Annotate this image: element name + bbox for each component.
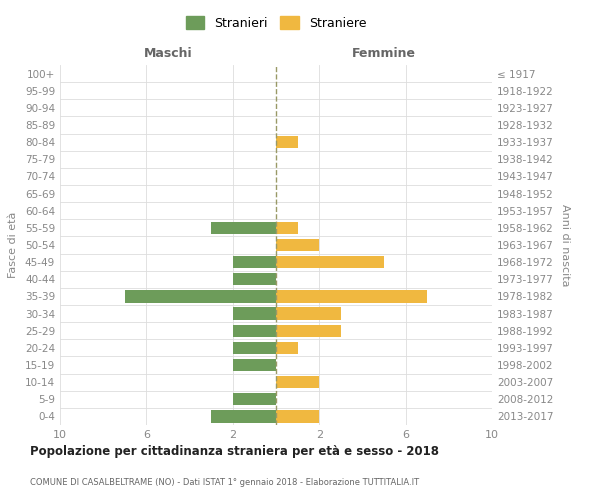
Bar [211, 222, 276, 234]
Text: Femmine: Femmine [352, 47, 416, 60]
Bar [233, 308, 276, 320]
Y-axis label: Anni di nascita: Anni di nascita [560, 204, 570, 286]
Text: Popolazione per cittadinanza straniera per età e sesso - 2018: Popolazione per cittadinanza straniera p… [30, 445, 439, 458]
Bar [276, 308, 341, 320]
Bar [125, 290, 276, 302]
Bar [233, 342, 276, 354]
Bar [233, 359, 276, 371]
Bar [233, 273, 276, 285]
Bar [276, 342, 298, 354]
Bar [276, 222, 298, 234]
Bar [276, 136, 298, 148]
Bar [276, 410, 319, 422]
Y-axis label: Fasce di età: Fasce di età [8, 212, 18, 278]
Bar [233, 256, 276, 268]
Bar [211, 410, 276, 422]
Text: COMUNE DI CASALBELTRAME (NO) - Dati ISTAT 1° gennaio 2018 - Elaborazione TUTTITA: COMUNE DI CASALBELTRAME (NO) - Dati ISTA… [30, 478, 419, 487]
Bar [233, 393, 276, 406]
Bar [276, 376, 319, 388]
Text: Maschi: Maschi [143, 47, 193, 60]
Bar [276, 239, 319, 251]
Bar [276, 290, 427, 302]
Bar [276, 256, 384, 268]
Legend: Stranieri, Straniere: Stranieri, Straniere [181, 11, 371, 35]
Bar [276, 324, 341, 337]
Bar [233, 324, 276, 337]
